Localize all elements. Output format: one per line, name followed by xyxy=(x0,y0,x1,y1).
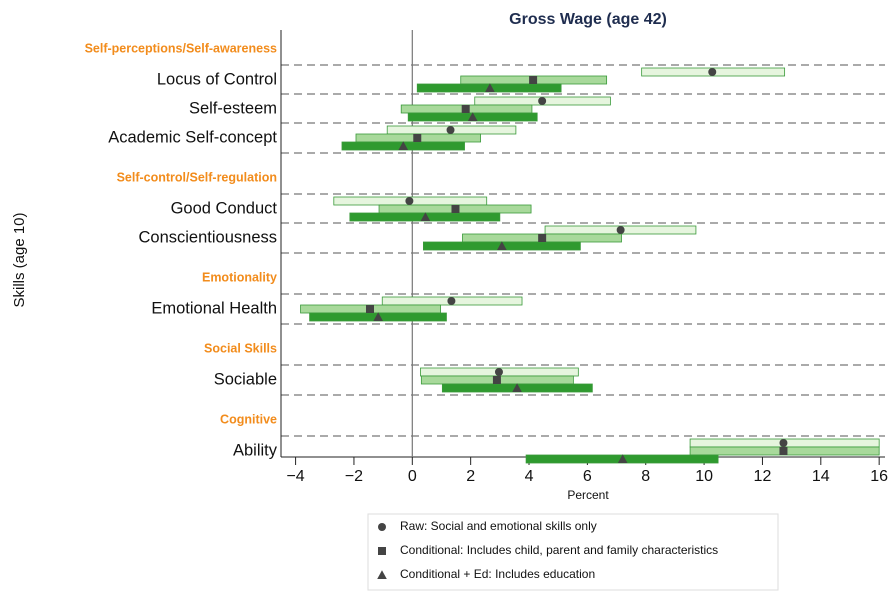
point xyxy=(779,447,788,455)
category-label: Ability xyxy=(233,441,278,459)
point xyxy=(492,376,501,384)
group-label: Self-control/Self-regulation xyxy=(117,170,277,184)
legend-label: Conditional + Ed: Includes education xyxy=(400,567,595,581)
point xyxy=(708,68,717,76)
group-label: Self-perceptions/Self-awareness xyxy=(85,41,277,55)
group-label: Cognitive xyxy=(220,412,277,426)
point xyxy=(365,305,374,313)
point xyxy=(398,141,409,150)
x-tick-label: −2 xyxy=(345,468,363,485)
point xyxy=(616,226,625,234)
legend-label: Conditional: Includes child, parent and … xyxy=(400,543,718,557)
point xyxy=(617,454,628,463)
legend-box xyxy=(367,513,779,591)
point xyxy=(538,234,547,242)
point xyxy=(779,439,788,447)
point xyxy=(447,297,456,305)
legend-label: Raw: Social and emotional skills only xyxy=(400,519,597,533)
point xyxy=(451,205,460,213)
category-label: Self-esteem xyxy=(189,99,277,117)
point xyxy=(373,312,383,321)
category-label: Good Conduct xyxy=(171,199,278,217)
category-label: Academic Self-concept xyxy=(108,128,277,146)
point xyxy=(538,97,547,105)
point xyxy=(494,368,503,376)
x-tick-label: 8 xyxy=(641,468,650,485)
x-tick-label: 16 xyxy=(870,468,888,485)
x-tick-label: 10 xyxy=(695,468,713,485)
point xyxy=(512,383,522,392)
point xyxy=(378,547,386,555)
point xyxy=(378,523,386,531)
category-label: Locus of Control xyxy=(157,70,277,88)
x-tick-label: 2 xyxy=(466,468,475,485)
point xyxy=(377,570,387,579)
point xyxy=(405,197,414,205)
point xyxy=(461,105,470,113)
point xyxy=(497,241,507,250)
category-label: Sociable xyxy=(214,370,277,388)
x-tick-label: 12 xyxy=(754,468,772,485)
x-tick-label: 0 xyxy=(408,468,417,485)
x-axis-title: Percent xyxy=(567,488,609,502)
category-label: Conscientiousness xyxy=(139,228,278,246)
group-label: Social Skills xyxy=(204,341,277,355)
x-tick-label: −4 xyxy=(286,468,304,485)
y-axis-title: Skills (age 10) xyxy=(11,212,28,307)
chart-title: Gross Wage (age 42) xyxy=(509,11,667,28)
x-tick-label: 4 xyxy=(525,468,534,485)
point xyxy=(467,112,478,121)
x-tick-label: 6 xyxy=(583,468,592,485)
point xyxy=(529,76,538,84)
point xyxy=(413,134,422,142)
point xyxy=(446,126,455,134)
category-label: Emotional Health xyxy=(151,299,277,317)
x-tick-label: 14 xyxy=(812,468,830,485)
point xyxy=(485,83,495,92)
group-label: Emotionality xyxy=(202,270,277,284)
point xyxy=(420,212,431,221)
